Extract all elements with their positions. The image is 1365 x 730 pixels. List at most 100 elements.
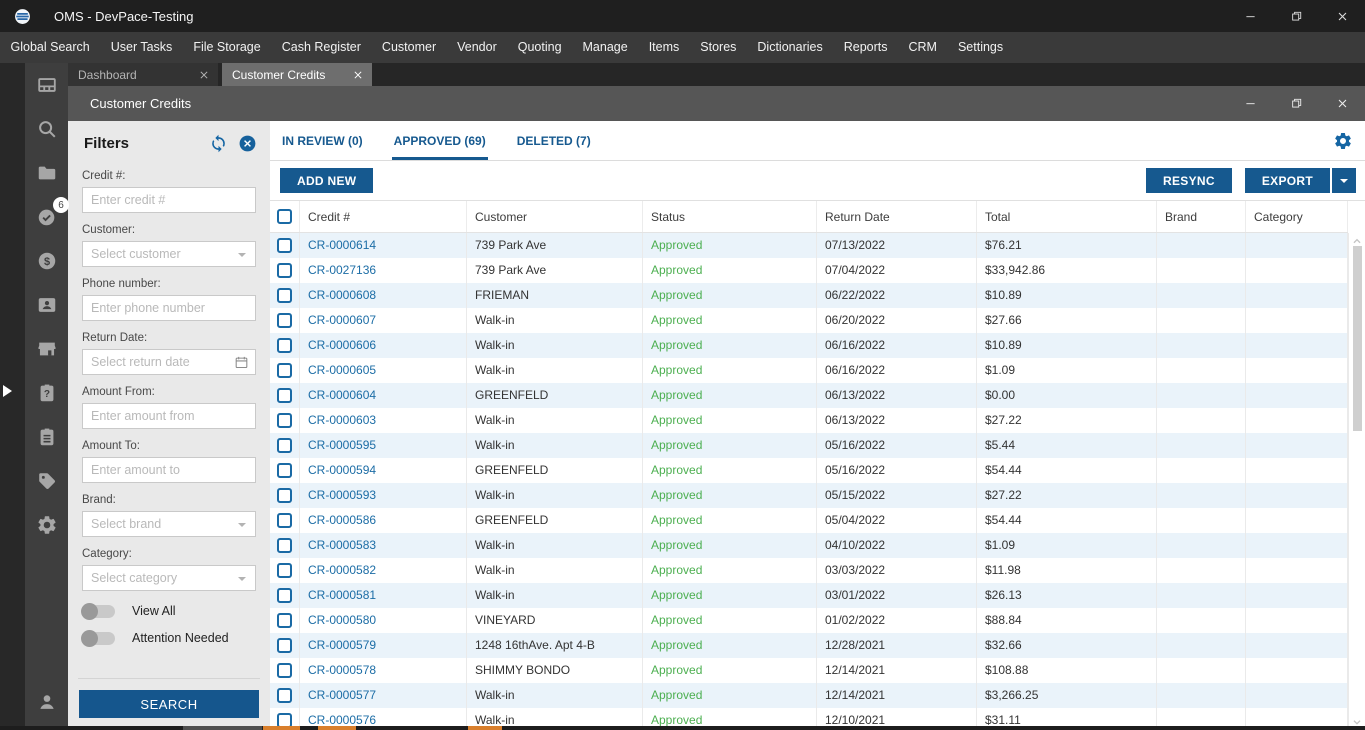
- toggle-switch[interactable]: [81, 602, 115, 620]
- menu-item-settings[interactable]: Settings: [957, 40, 1004, 54]
- close-filters-icon[interactable]: [238, 134, 257, 153]
- minimize-button[interactable]: [1227, 86, 1273, 121]
- sidebar-item-dashboard[interactable]: [25, 63, 68, 107]
- sidebar-item-search[interactable]: [25, 107, 68, 151]
- scroll-down-icon[interactable]: [1350, 715, 1364, 729]
- credit-link[interactable]: CR-0000608: [308, 288, 377, 302]
- credit-link[interactable]: CR-0000581: [308, 588, 377, 602]
- credit-link[interactable]: CR-0000577: [308, 688, 377, 702]
- export-dropdown-button[interactable]: [1332, 168, 1356, 193]
- scrollbar-thumb[interactable]: [1353, 246, 1362, 431]
- return-date-input[interactable]: [82, 349, 256, 375]
- tab-close-icon[interactable]: [353, 70, 363, 80]
- credit-link[interactable]: CR-0027136: [308, 263, 377, 277]
- brand-input[interactable]: [82, 511, 256, 537]
- sidebar-item-stores[interactable]: [25, 327, 68, 371]
- credit-link[interactable]: CR-0000603: [308, 413, 377, 427]
- menu-item-manage[interactable]: Manage: [582, 40, 628, 54]
- toggle-switch[interactable]: [81, 629, 115, 647]
- row-checkbox[interactable]: [277, 638, 292, 653]
- row-checkbox[interactable]: [277, 238, 292, 253]
- credit-link[interactable]: CR-0000595: [308, 438, 377, 452]
- credit-link[interactable]: CR-0000606: [308, 338, 377, 352]
- sidebar-item-approvals[interactable]: 6: [25, 195, 69, 239]
- tab-customer-credits[interactable]: Customer Credits: [222, 63, 372, 86]
- tab-close-icon[interactable]: [199, 70, 209, 80]
- row-checkbox[interactable]: [277, 263, 292, 278]
- menu-item-file-storage[interactable]: File Storage: [193, 40, 261, 54]
- sidebar-item-payments[interactable]: $: [25, 239, 68, 283]
- credit-link[interactable]: CR-0000605: [308, 363, 377, 377]
- category-input[interactable]: [82, 565, 256, 591]
- select-all-checkbox[interactable]: [277, 209, 292, 224]
- row-checkbox[interactable]: [277, 463, 292, 478]
- category-field[interactable]: [91, 571, 247, 585]
- menu-item-reports[interactable]: Reports: [843, 40, 888, 54]
- row-checkbox[interactable]: [277, 388, 292, 403]
- menu-item-quoting[interactable]: Quoting: [517, 40, 562, 54]
- amount-to-input[interactable]: [82, 457, 256, 483]
- row-checkbox[interactable]: [277, 338, 292, 353]
- menu-item-global-search[interactable]: Global Search: [10, 40, 90, 54]
- toggle-attention-needed[interactable]: Attention Needed: [81, 629, 256, 647]
- menu-item-stores[interactable]: Stores: [700, 40, 737, 54]
- sidebar-item-contacts[interactable]: [25, 283, 68, 327]
- credit-link[interactable]: CR-0000604: [308, 388, 377, 402]
- view-tab-in-review-0[interactable]: IN REVIEW (0): [282, 133, 363, 148]
- row-checkbox[interactable]: [277, 538, 292, 553]
- return-date-field[interactable]: [91, 355, 247, 369]
- sidebar-item-settings[interactable]: [25, 503, 68, 547]
- phone-number-field[interactable]: [91, 301, 247, 315]
- close-button[interactable]: [1319, 86, 1365, 121]
- restore-button[interactable]: [1273, 86, 1319, 121]
- minimize-button[interactable]: [1227, 0, 1273, 32]
- credit-link[interactable]: CR-0000583: [308, 538, 377, 552]
- credit-field[interactable]: [91, 193, 247, 207]
- sidebar-item-folders[interactable]: [25, 151, 68, 195]
- credit-link[interactable]: CR-0000607: [308, 313, 377, 327]
- row-checkbox[interactable]: [277, 688, 292, 703]
- sidebar-item-support[interactable]: ?: [25, 371, 68, 415]
- menu-item-items[interactable]: Items: [648, 40, 680, 54]
- add-new-button[interactable]: ADD NEW: [280, 168, 374, 193]
- credit-input[interactable]: [82, 187, 256, 213]
- row-checkbox[interactable]: [277, 438, 292, 453]
- row-checkbox[interactable]: [277, 588, 292, 603]
- refresh-filters-icon[interactable]: [209, 134, 228, 153]
- resync-button[interactable]: RESYNC: [1146, 168, 1232, 193]
- phone-number-input[interactable]: [82, 295, 256, 321]
- sidebar-item-user[interactable]: [25, 680, 68, 724]
- credit-link[interactable]: CR-0000578: [308, 663, 377, 677]
- credit-link[interactable]: CR-0000586: [308, 513, 377, 527]
- export-button[interactable]: EXPORT: [1244, 168, 1330, 193]
- amount-to-field[interactable]: [91, 463, 247, 477]
- menu-item-user-tasks[interactable]: User Tasks: [110, 40, 173, 54]
- grid-settings-gear-icon[interactable]: [1333, 131, 1353, 151]
- customer-field[interactable]: [91, 247, 247, 261]
- menu-item-dictionaries[interactable]: Dictionaries: [757, 40, 823, 54]
- amount-from-input[interactable]: [82, 403, 256, 429]
- vertical-scrollbar[interactable]: [1348, 233, 1365, 730]
- view-tab-deleted-7[interactable]: DELETED (7): [516, 133, 591, 148]
- amount-from-field[interactable]: [91, 409, 247, 423]
- search-button[interactable]: SEARCH: [79, 690, 259, 718]
- credit-link[interactable]: CR-0000580: [308, 613, 377, 627]
- row-checkbox[interactable]: [277, 563, 292, 578]
- row-checkbox[interactable]: [277, 363, 292, 378]
- credit-link[interactable]: CR-0000579: [308, 638, 377, 652]
- restore-button[interactable]: [1273, 0, 1319, 32]
- credit-link[interactable]: CR-0000582: [308, 563, 377, 577]
- sidebar-item-tasks[interactable]: [25, 415, 68, 459]
- customer-input[interactable]: [82, 241, 256, 267]
- close-button[interactable]: [1319, 0, 1365, 32]
- menu-item-customer[interactable]: Customer: [381, 40, 437, 54]
- credit-link[interactable]: CR-0000576: [308, 713, 377, 727]
- credit-link[interactable]: CR-0000614: [308, 238, 377, 252]
- row-checkbox[interactable]: [277, 288, 292, 303]
- tab-dashboard[interactable]: Dashboard: [68, 63, 218, 86]
- row-checkbox[interactable]: [277, 663, 292, 678]
- credit-link[interactable]: CR-0000593: [308, 488, 377, 502]
- row-checkbox[interactable]: [277, 613, 292, 628]
- row-checkbox[interactable]: [277, 313, 292, 328]
- scroll-up-icon[interactable]: [1350, 234, 1364, 248]
